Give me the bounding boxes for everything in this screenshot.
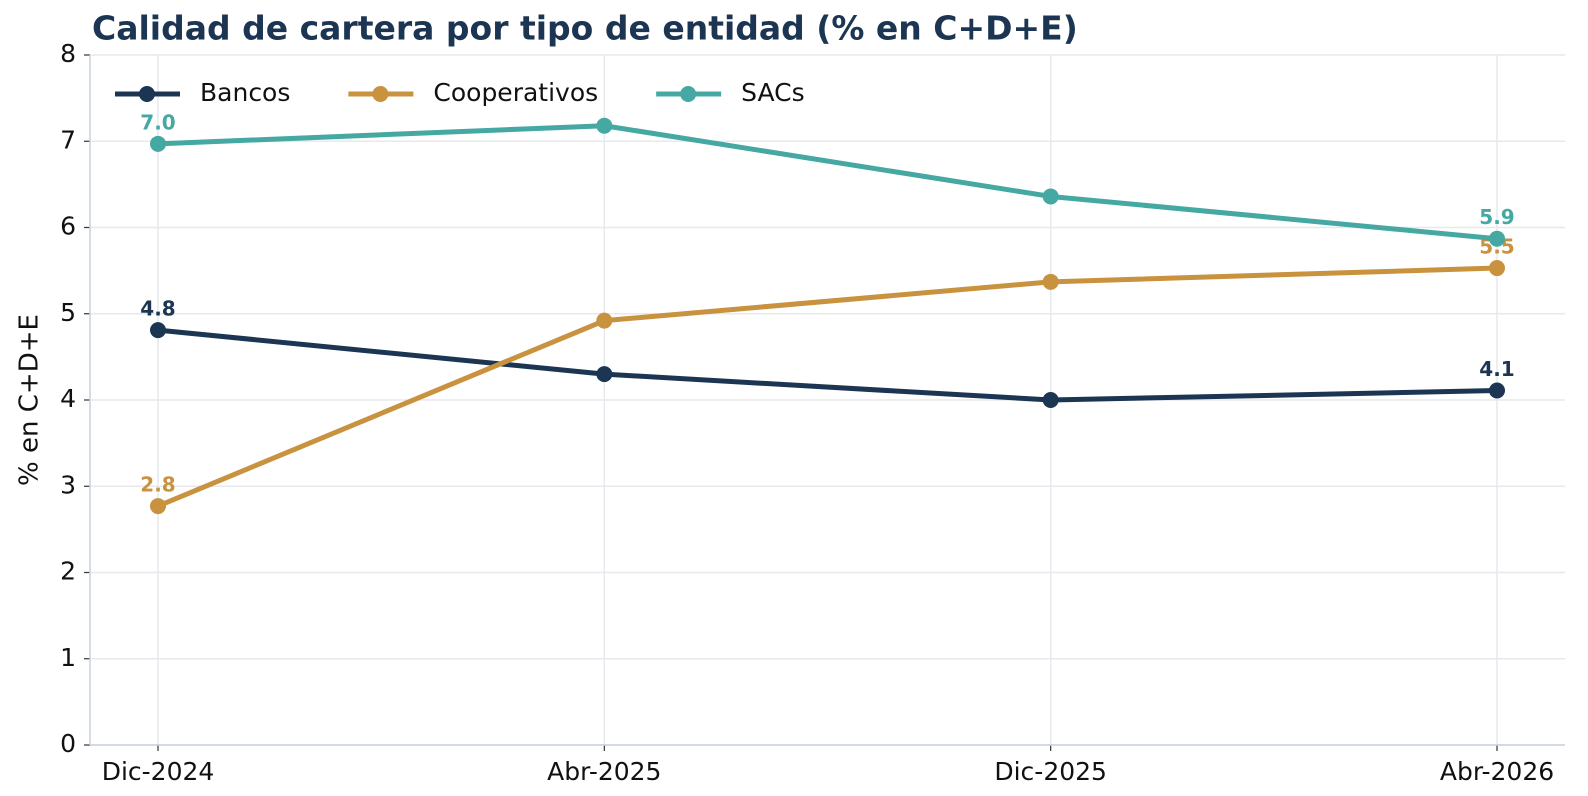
data-point (150, 135, 166, 152)
data-point (1489, 260, 1505, 277)
x-tick-label: Dic-2025 (994, 757, 1107, 786)
y-tick-label: 5 (60, 298, 76, 327)
data-point (1042, 188, 1059, 205)
data-point (596, 312, 613, 329)
data-point (596, 117, 613, 134)
legend-marker (680, 86, 697, 102)
series-line (157, 327, 1498, 403)
y-tick-label: 4 (60, 384, 76, 413)
y-tick-label: 2 (60, 557, 76, 586)
y-tick-label: 6 (60, 212, 76, 241)
y-axis-label: % en C+D+E (15, 314, 45, 486)
data-point (1489, 230, 1505, 247)
legend-label: SACs (741, 78, 804, 107)
data-label: 5.9 (1479, 205, 1514, 229)
legend-label: Bancos (200, 78, 290, 107)
data-point (150, 322, 166, 339)
data-label: 7.0 (140, 110, 175, 134)
data-label: 4.1 (1479, 357, 1514, 381)
data-point (150, 498, 166, 515)
y-tick-label: 8 (60, 39, 76, 68)
data-point (596, 366, 613, 383)
y-tick-label: 1 (60, 643, 76, 672)
y-tick-label: 3 (60, 470, 76, 499)
data-point (1042, 392, 1059, 408)
data-point (1489, 382, 1505, 399)
series-line (157, 265, 1498, 509)
x-tick-label: Dic-2024 (102, 757, 215, 786)
chart-title: Calidad de cartera por tipo de entidad (… (92, 9, 1078, 48)
data-label: 2.8 (140, 473, 175, 497)
legend-label: Cooperativos (433, 78, 598, 107)
series-line (157, 123, 1498, 242)
x-tick-label: Abr-2026 (1440, 757, 1554, 786)
x-tick-label: Abr-2025 (547, 757, 661, 786)
legend-marker (139, 86, 155, 102)
y-tick-label: 0 (60, 729, 76, 758)
legend-marker (372, 86, 389, 102)
data-point (1042, 273, 1059, 290)
data-label: 4.8 (140, 297, 175, 321)
y-tick-label: 7 (60, 125, 76, 154)
